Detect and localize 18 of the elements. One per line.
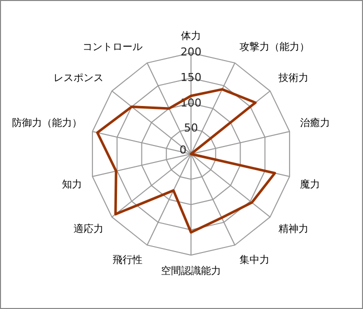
spoke-label: 空間認識能力 — [161, 265, 221, 278]
spoke-label: 防御力（能力） — [12, 116, 82, 129]
y-tick-label: 150 — [180, 71, 202, 84]
spoke-label: 治癒力 — [300, 116, 330, 129]
spoke-label: 精神力 — [278, 223, 308, 236]
spoke-label: 魔力 — [300, 178, 320, 190]
spoke-label: 攻撃力（能力） — [239, 41, 310, 54]
y-tick-label: 0 — [180, 143, 186, 156]
spoke-label: 知力 — [62, 178, 82, 190]
y-tick-label: 200 — [180, 46, 202, 59]
spoke-label: レスポンス — [54, 73, 104, 84]
spoke-label: 集中力 — [239, 254, 270, 266]
spoke-label: 適応力 — [74, 223, 104, 236]
spoke-label: 飛行性 — [112, 254, 143, 266]
spoke-label: 技術力 — [277, 72, 308, 84]
spoke-label: コントロール — [82, 42, 143, 54]
y-tick-label: 50 — [184, 122, 198, 135]
spoke-label: 体力 — [181, 30, 201, 42]
